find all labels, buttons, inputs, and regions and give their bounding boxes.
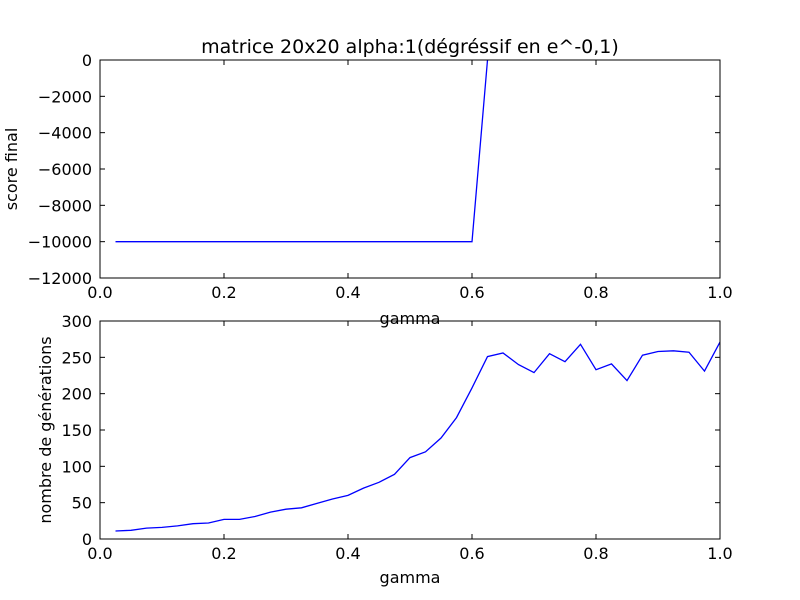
ticks-group: 0.0 0.2 0.4 0.6 0.8 1.0 0 50 100 150 200 250 300 — [61, 312, 732, 563]
y-tick-label: 100 — [61, 457, 92, 476]
y-axis-label: nombre de générations — [36, 336, 55, 523]
x-tick-label: 0.2 — [211, 544, 236, 563]
y-tick-label: −8000 — [38, 196, 92, 215]
y-axis-label: score final — [2, 128, 21, 211]
y-tick-label: −12000 — [28, 269, 92, 288]
y-tick-label: 250 — [61, 348, 92, 367]
y-tick-label: 50 — [72, 494, 92, 513]
chart-title: matrice 20x20 alpha:1(dégréssif en e^-0,… — [201, 36, 619, 58]
plot-frame — [99, 59, 721, 279]
x-tick-label: 0.8 — [583, 544, 608, 563]
plot-frame — [99, 320, 721, 540]
y-tick-label: −6000 — [38, 160, 92, 179]
score-chart: matrice 20x20 alpha:1(dégréssif en e^-0,… — [2, 36, 733, 328]
x-tick-label: 0.4 — [335, 283, 360, 302]
series-line — [115, 59, 489, 243]
x-tick-label: 0.4 — [335, 544, 360, 563]
y-tick-label: 0 — [82, 530, 92, 549]
x-tick-label: 1.0 — [707, 283, 732, 302]
series-line — [115, 341, 721, 532]
series-group — [115, 341, 721, 532]
x-tick-label: 0.6 — [459, 544, 484, 563]
ticks-group: 0.0 0.2 0.4 0.6 0.8 1.0 0 −2000 −4000 −6000 −8000 −… — [28, 51, 733, 302]
y-tick-label: 300 — [61, 312, 92, 331]
x-tick-label: 0.6 — [459, 283, 484, 302]
y-tick-label: 150 — [61, 421, 92, 440]
y-tick-label: −10000 — [28, 233, 92, 252]
y-tick-label: −2000 — [38, 87, 92, 106]
x-tick-label: 0.0 — [87, 544, 112, 563]
series-group — [115, 59, 489, 243]
x-axis-label: gamma — [380, 568, 441, 587]
x-tick-label: 0.2 — [211, 283, 236, 302]
x-tick-label: 0.8 — [583, 283, 608, 302]
y-tick-label: −4000 — [38, 124, 92, 143]
y-tick-label: 0 — [82, 51, 92, 70]
x-tick-label: 1.0 — [707, 544, 732, 563]
y-tick-label: 200 — [61, 385, 92, 404]
generations-chart: gamma nombre de générations 0.0 0.2 0.4 0.6… — [36, 312, 733, 587]
x-axis-label: gamma — [380, 309, 441, 328]
x-tick-label: 0.0 — [87, 283, 112, 302]
